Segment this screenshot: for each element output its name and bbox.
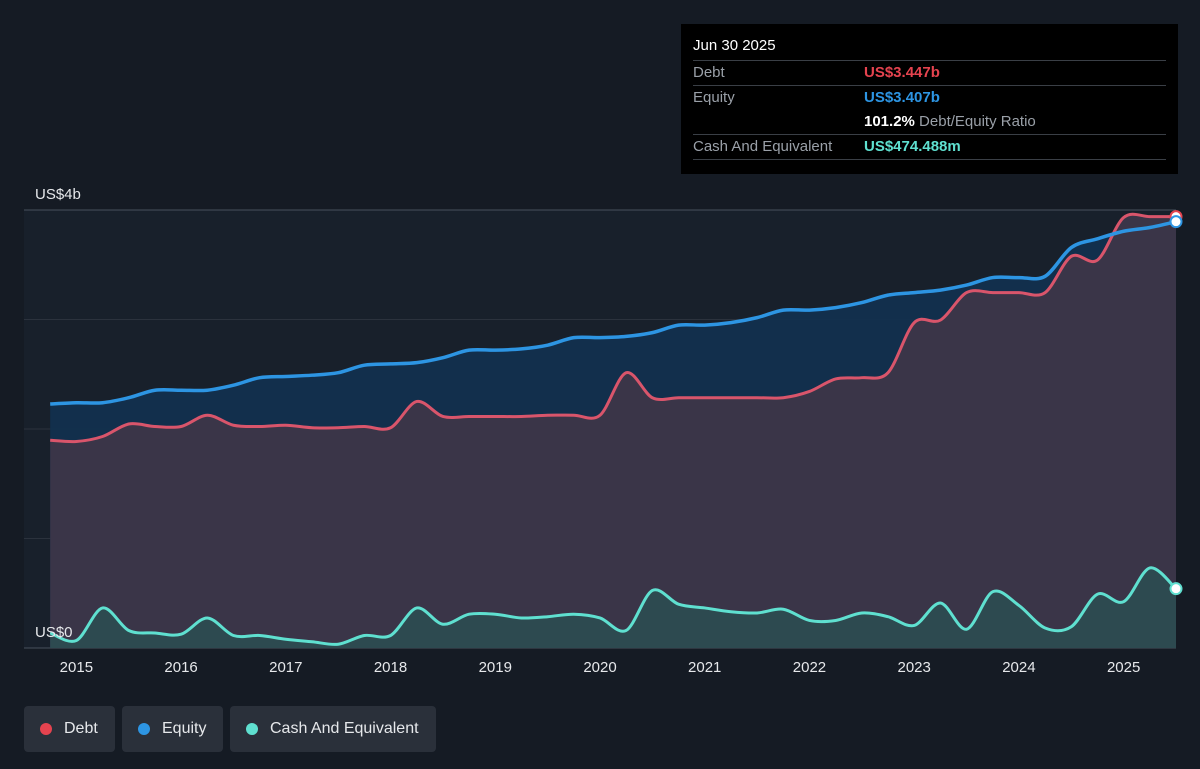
legend-item-equity[interactable]: Equity [122,706,223,752]
x-tick-label: 2017 [269,659,302,676]
tooltip-row-debt: Debt US$3.447b [693,60,1166,85]
tooltip-equity-label: Equity [693,89,735,106]
tooltip: Jun 30 2025 Debt US$3.447b Equity US$3.4… [681,24,1178,174]
cash-area [50,567,1176,648]
equity-end-marker [1169,215,1183,229]
cash-end-marker [1169,582,1183,596]
legend-debt-label: Debt [64,720,98,737]
y-tick-label: US$4b [35,186,81,203]
tooltip-cash-label: Cash And Equivalent [693,138,833,155]
tooltip-cash-value: US$474.488m [864,138,961,155]
x-tick-label: 2020 [583,659,616,676]
legend-item-debt[interactable]: Debt [24,706,115,752]
debt-dot-icon [40,723,52,735]
tooltip-ratio: 101.2% Debt/Equity Ratio [864,110,1036,134]
cash-dot-icon [246,723,258,735]
legend-item-cash[interactable]: Cash And Equivalent [230,706,436,752]
equity-dot-icon [138,723,150,735]
x-tick-label: 2019 [479,659,512,676]
legend-equity-label: Equity [162,720,207,737]
tooltip-row-ratio: 101.2% Debt/Equity Ratio [693,110,1166,134]
x-tick-label: 2023 [897,659,930,676]
x-tick-label: 2025 [1107,659,1140,676]
x-tick-label: 2022 [793,659,826,676]
equity-line [50,219,1177,406]
tooltip-row-cash: Cash And Equivalent US$474.488m [693,134,1166,160]
x-tick-label: 2021 [688,659,721,676]
tooltip-debt-value: US$3.447b [864,64,940,81]
x-tick-label: 2024 [1002,659,1035,676]
x-tick-label: 2016 [164,659,197,676]
tooltip-debt-label: Debt [693,64,725,81]
tooltip-ratio-value: 101.2% [864,113,915,130]
x-tick-label: 2015 [60,659,93,676]
tooltip-row-equity: Equity US$3.407b [693,85,1166,110]
x-tick-label: 2018 [374,659,407,676]
tooltip-ratio-label: Debt/Equity Ratio [919,113,1036,130]
y-tick-label: US$0 [35,624,73,641]
legend-cash-label: Cash And Equivalent [270,720,419,737]
tooltip-date: Jun 30 2025 [693,37,776,54]
debt-area [50,214,1176,649]
tooltip-equity-value: US$3.407b [864,89,940,106]
debt-line [50,212,1177,444]
cash-line [49,566,1178,646]
